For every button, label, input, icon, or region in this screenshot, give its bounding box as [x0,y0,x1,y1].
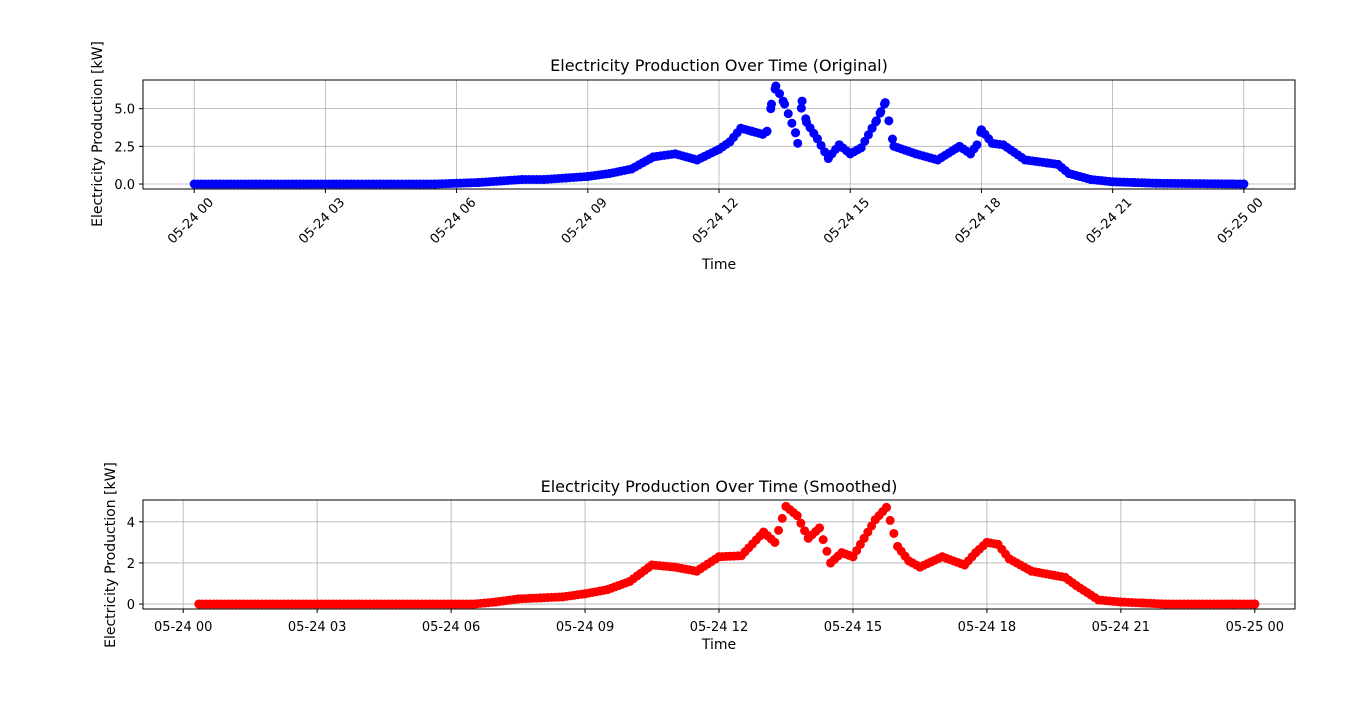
x-tick-label: 05-24 12 [690,620,748,635]
x-tick-label: 05-25 00 [1226,620,1284,635]
data-point [774,525,784,535]
x-tick-label: 05-24 06 [422,620,480,635]
data-point [793,138,803,148]
data-point [820,147,830,157]
chart-title: Electricity Production Over Time (Origin… [550,56,888,75]
x-tick-label: 05-24 00 [154,620,212,635]
data-point [780,99,790,109]
data-point [771,81,781,91]
data-point [818,535,828,545]
y-tick-label: 0 [127,598,135,613]
chart-smoothed: 05-24 00 05-24 03 05-24 06 05-24 09 05-24 12… [103,462,1296,653]
data-point [863,130,873,140]
data-point [777,513,787,523]
y-tick-label: 0.0 [114,178,135,193]
x-axis-label: Time [701,257,736,273]
data-point [881,502,891,512]
data-point [783,109,793,119]
data-point [887,134,897,144]
data-point [1239,179,1249,189]
data-point [880,98,890,108]
y-tick-label: 2 [127,557,135,572]
data-point [972,140,982,150]
data-point [889,528,899,538]
data-point [856,143,866,153]
axis-ticks: 05-24 00 05-24 03 05-24 06 05-24 09 05-24 12… [127,516,1284,635]
data-point [816,140,826,150]
data-point [792,511,802,521]
y-axis-label: Electricity Production [kW] [90,41,106,227]
x-tick-label: 05-24 18 [958,620,1016,635]
data-point [860,136,870,146]
x-tick-label: 05-24 03 [288,620,346,635]
data-point [1250,599,1260,609]
data-point [871,116,881,126]
data-point [796,518,806,528]
x-tick-label: 05-24 09 [556,620,614,635]
data-point [822,546,832,556]
y-tick-label: 2.5 [114,140,135,155]
y-axis-label: Electricity Production [kW] [103,462,119,648]
chart-title: Electricity Production Over Time (Smooth… [541,477,898,496]
x-tick-label: 05-24 15 [824,620,882,635]
data-point [787,118,797,128]
data-points [189,81,1249,189]
x-axis-label: Time [701,637,736,653]
data-points [194,501,1260,609]
data-point [797,96,807,106]
data-point [885,515,895,525]
data-point [800,526,810,536]
data-point [762,126,772,136]
data-point [770,537,780,547]
data-point [884,116,894,126]
y-tick-label: 4 [127,516,135,531]
data-point [796,103,806,113]
data-point [812,134,822,144]
data-point [814,523,824,533]
data-point [775,89,784,99]
data-point [766,99,776,109]
x-tick-label: 05-24 21 [1092,620,1150,635]
data-point [791,128,801,138]
y-tick-label: 5.0 [114,103,135,118]
data-point [876,107,886,117]
